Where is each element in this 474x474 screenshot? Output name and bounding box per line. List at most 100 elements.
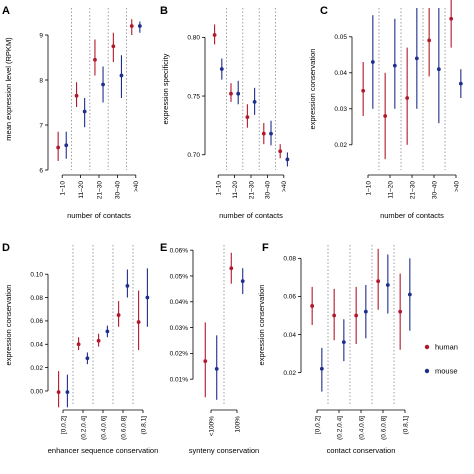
y-axis-title: mean expression level (RPKM) [4,37,13,141]
x-tick-label: 100% [234,416,241,433]
panel-d: D 0.00 0.02 0.04 0.06 0.08 0.10 expression cons… [2,242,158,455]
y-tick-label: 8 [39,77,43,84]
human-point [229,266,234,271]
x-tick-label: [0,0.2] [60,416,67,434]
panel-letter: F [262,242,269,254]
mouse-point [137,24,142,28]
panel-letter: A [2,5,10,17]
y-tick-label: 0.04 [334,70,347,77]
x-tick-label: >40 [453,181,460,192]
x-tick-label: [0,0.2] [314,416,321,434]
human-point [376,279,381,284]
x-tick-label: (0.4,0.6] [100,416,107,440]
x-tick-label: (0.2,0.4] [336,416,343,440]
human-point [129,24,134,28]
human-point [261,131,266,136]
mouse-point [236,91,241,96]
human-point [74,93,79,98]
x-axis-title: enhancer sequence conservation [48,446,159,455]
human-point [310,304,315,308]
y-tick-label: 0.06 [30,318,43,325]
mouse-point [341,340,346,345]
panel-letter: C [320,5,328,17]
y-tick-label: 0.75 [187,93,200,100]
panel-letter: D [2,242,10,254]
x-axis-title: number of contacts [219,211,283,220]
x-tick-label: (0.2,0.4] [80,416,87,440]
mouse-point [105,329,110,334]
legend: human mouse [424,343,458,376]
x-tick-label: 21–30 [409,181,416,199]
y-tick-label: 0.04% [170,299,189,306]
y-tick-label: 6 [39,167,43,174]
mouse-point [319,366,324,371]
human-point [56,390,61,395]
x-axis-title: number of contacts [380,211,444,220]
mouse-point [240,279,245,284]
human-point [116,313,121,317]
y-tick-label: 0.06 [283,294,296,301]
human-point [361,88,366,93]
y-axis-title: expression conservation [257,285,266,366]
legend-human-marker [424,344,430,350]
mouse-point [385,283,390,287]
x-tick-label: (0.4,0.6] [358,416,365,440]
human-point [449,16,454,21]
human-point [398,309,403,314]
y-tick-label: 0.10 [30,271,43,278]
human-point [136,320,141,324]
y-tick-label: 0.04 [283,332,296,339]
human-point [354,313,359,318]
x-tick-label: 11–20 [232,181,239,199]
mouse-point [363,309,368,314]
y-tick-label: 0.70 [187,152,200,159]
x-tick-label: (0.8,1] [402,416,409,435]
x-tick-label: 11–20 [387,181,394,199]
legend-human-label: human [435,343,458,352]
x-tick-label: 1–10 [60,181,67,196]
human-point [111,44,116,49]
human-point [76,342,81,347]
y-tick-label: 9 [39,32,43,39]
y-tick-label: 0.08 [30,295,43,302]
mouse-point [219,67,224,71]
mouse-point [285,157,290,162]
human-point [93,57,97,62]
x-tick-label: >40 [133,181,140,192]
y-tick-label: 0.03 [334,106,347,113]
mouse-point [101,82,105,87]
y-axis-title: expression conservation [4,285,13,366]
mouse-point [82,109,87,114]
mouse-point [119,73,124,78]
human-point [56,145,61,150]
panel-e: E 0.01% 0.02% 0.03% 0.04% 0.05% 0.06% <100% 100%… [160,242,259,455]
human-point [245,115,250,120]
legend-mouse-marker [424,368,430,374]
x-tick-label: 30–40 [115,181,122,199]
y-tick-label: 0.00 [30,388,43,395]
human-point [212,33,217,37]
x-tick-label: 21–30 [248,181,255,199]
mouse-point [370,60,375,64]
x-tick-label: 1–10 [365,181,372,196]
panel-letter: E [160,242,167,254]
human-point [332,313,337,318]
x-tick-label: 1–10 [216,181,223,196]
mouse-point [65,390,70,395]
x-axis-title: synteny conservation [189,446,259,455]
panel-b: B 0.70 0.75 0.80 expression specificity 1–10 1… [160,5,290,220]
y-axis-title: expression specificity [161,53,170,124]
y-tick-label: 0.02 [30,365,43,372]
x-tick-label: (0.8,1] [140,416,147,435]
y-tick-label: 0.05 [334,34,347,41]
y-axis-title: expression conservation [308,49,317,130]
panel-c: C 0.02 0.03 0.04 0.05 expression conservation… [308,0,463,220]
mouse-point [214,366,219,371]
y-tick-label: 0.02% [170,351,189,358]
human-point [229,91,233,96]
y-tick-label: 0.04 [30,342,43,349]
y-tick-label: 0.03% [170,325,189,332]
human-point [278,149,283,154]
x-tick-label: (0.6,0.8] [120,416,127,440]
